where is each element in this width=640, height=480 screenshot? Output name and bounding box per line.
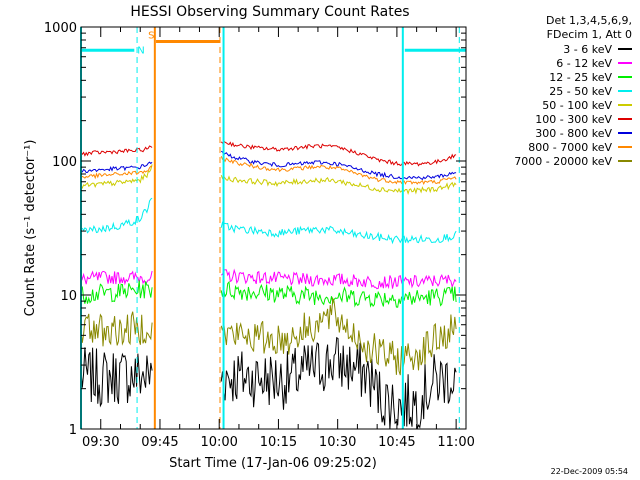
- legend-item-7000-20000-kev: 7000 - 20000 keV: [482, 154, 632, 168]
- legend-swatch: [618, 48, 632, 50]
- x-tick-label-10-45: 10:45: [378, 435, 415, 450]
- series-25-50-kev-segment-1: [80, 197, 153, 234]
- x-tick-label-09-30: 09:30: [82, 435, 119, 450]
- legend-item-300-800-kev: 300 - 800 keV: [482, 126, 632, 140]
- series-50-100-kev-segment-1: [80, 164, 153, 189]
- legend-label: 6 - 12 keV: [556, 56, 612, 70]
- series-25-50-kev-segment-2: [220, 221, 457, 245]
- legend-label: 800 - 7000 keV: [528, 140, 612, 154]
- legend-label: 3 - 6 keV: [563, 42, 612, 56]
- legend-swatch: [618, 146, 632, 148]
- series-7000-20000-kev-segment-1: [80, 311, 153, 347]
- legend-header-detectors: Det 1,3,4,5,6,9,: [545, 14, 632, 27]
- legend-swatch: [618, 118, 632, 120]
- series-6-12-kev-segment-1: [80, 270, 153, 286]
- series-300-800-kev-segment-2: [220, 150, 457, 181]
- series-100-300-kev-segment-1: [80, 145, 153, 157]
- chart-title: HESSI Observing Summary Count Rates: [130, 4, 409, 20]
- legend-swatch: [618, 76, 632, 78]
- legend-swatch: [618, 62, 632, 64]
- legend-entries: 3 - 6 keV 6 - 12 keV 12 - 25 keV 25 - 50 ke…: [482, 42, 632, 168]
- legend-item-50-100-kev: 50 - 100 keV: [482, 98, 632, 112]
- flag-bars: NS: [81, 30, 466, 56]
- legend-swatch: [618, 132, 632, 134]
- y-tick-label-10: 10: [60, 289, 77, 304]
- y-axis-label: Count Rate (s⁻¹ detector⁻¹): [23, 140, 38, 317]
- x-tick-label-10-00: 10:00: [200, 435, 237, 450]
- series-7000-20000-kev-segment-2: [220, 296, 457, 376]
- legend-label: 7000 - 20000 keV: [514, 154, 612, 168]
- x-tick-label-10-30: 10:30: [319, 435, 356, 450]
- x-tick-label-11-00: 11:00: [437, 435, 474, 450]
- series-12-25-kev-segment-2: [220, 280, 457, 308]
- legend-item-6-12-kev: 6 - 12 keV: [482, 56, 632, 70]
- legend-label: 50 - 100 keV: [542, 98, 612, 112]
- series-3-6-kev-segment-1: [80, 347, 153, 408]
- legend: Det 1,3,4,5,6,9, FDecim 1, Att 0 3 - 6 k…: [482, 14, 632, 168]
- series-3-6-kev-segment-2: [220, 336, 457, 430]
- legend-header-decimation: FDecim 1, Att 0: [546, 28, 632, 41]
- x-axis-label: Start Time (17-Jan-06 09:25:02): [169, 456, 377, 471]
- series-12-25-kev-segment-1: [80, 280, 153, 304]
- legend-item-25-50-kev: 25 - 50 keV: [482, 84, 632, 98]
- legend-swatch: [618, 160, 632, 162]
- axes: 1 10 100 1000 09:30 09:45 10:00 10:15 10:30 10:45…: [44, 21, 475, 450]
- y-tick-label-100: 100: [52, 155, 77, 170]
- plot-traces: [80, 140, 457, 430]
- flag-annotation-n: N: [137, 45, 144, 56]
- legend-label: 25 - 50 keV: [549, 84, 612, 98]
- x-tick-label-09-45: 09:45: [141, 435, 178, 450]
- timestamp-label: 22-Dec-2009 05:54: [550, 467, 628, 476]
- y-tick-label-1000: 1000: [44, 21, 77, 36]
- legend-swatch: [618, 90, 632, 92]
- series-800-7000-kev-segment-2: [220, 156, 457, 186]
- series-100-300-kev-segment-2: [220, 140, 457, 167]
- legend-item-100-300-kev: 100 - 300 keV: [482, 112, 632, 126]
- series-50-100-kev-segment-2: [220, 175, 457, 195]
- series-6-12-kev-segment-2: [220, 268, 457, 290]
- series-800-7000-kev-segment-1: [80, 165, 153, 180]
- x-tick-label-10-15: 10:15: [260, 435, 297, 450]
- flag-annotation-s: S: [148, 30, 154, 41]
- plot-frame: [80, 26, 467, 430]
- legend-swatch: [618, 104, 632, 106]
- legend-item-800-7000-kev: 800 - 7000 keV: [482, 140, 632, 154]
- legend-item-12-25-kev: 12 - 25 keV: [482, 70, 632, 84]
- legend-item-3-6-kev: 3 - 6 keV: [482, 42, 632, 56]
- legend-label: 300 - 800 keV: [535, 126, 612, 140]
- legend-label: 12 - 25 keV: [549, 70, 612, 84]
- legend-label: 100 - 300 keV: [535, 112, 612, 126]
- y-tick-label-1: 1: [69, 423, 77, 438]
- series-300-800-kev-segment-1: [80, 161, 153, 174]
